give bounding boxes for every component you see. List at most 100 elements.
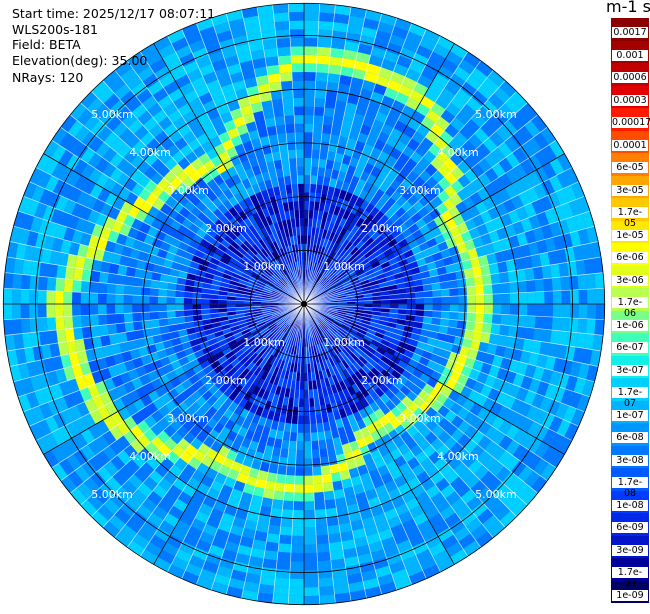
range-gate-cell (295, 124, 304, 133)
range-gate-cell (323, 482, 334, 492)
range-gate-cell (315, 509, 327, 518)
range-gate-cell (265, 542, 279, 552)
range-gate-cell (596, 288, 605, 304)
range-gate-cell (332, 31, 347, 41)
range-gate-cell (304, 570, 318, 579)
range-gate-cell (282, 501, 293, 510)
range-gate-cell (296, 458, 305, 467)
range-gate-cell (570, 304, 579, 318)
colorbar-tick-label: 3e-08 (612, 455, 648, 466)
range-gate-cell (533, 328, 543, 341)
range-gate-cell (466, 286, 475, 296)
range-gate-cell (29, 304, 38, 318)
range-gate-cell (3, 304, 12, 320)
range-gate-cell (567, 261, 577, 276)
range-gate-cell (175, 304, 184, 311)
range-gate-cell (283, 107, 294, 116)
range-gate-cell (299, 201, 304, 210)
range-gate-cell (201, 299, 210, 304)
range-gate-cell (569, 275, 579, 290)
range-gate-cell (304, 149, 312, 158)
range-gate-cell (499, 272, 509, 284)
range-ring-label: 5.00km (475, 488, 517, 501)
range-gate-cell (313, 124, 323, 133)
range-gate-cell (81, 281, 91, 293)
range-gate-cell (304, 519, 316, 528)
range-gate-cell (285, 124, 295, 133)
range-ring-label: 3.00km (167, 184, 209, 197)
range-gate-cell (38, 304, 47, 318)
range-gate-cell (90, 315, 99, 327)
range-gate-cell (519, 304, 528, 316)
range-gate-cell (279, 535, 292, 545)
range-gate-cell (280, 72, 293, 82)
range-gate-cell (124, 304, 133, 313)
range-gate-cell (296, 149, 304, 158)
range-gate-cell (544, 291, 553, 304)
colorbar-tick-label: 1e-05 (612, 230, 648, 241)
range-gate-cell (4, 319, 14, 335)
range-gate-cell (304, 201, 309, 210)
range-gate-cell (299, 398, 304, 407)
range-gate-cell (297, 433, 304, 442)
range-gate-cell (39, 331, 49, 346)
range-gate-cell (12, 304, 21, 319)
range-gate-cell (499, 325, 509, 337)
range-gate-cell (281, 518, 293, 528)
range-gate-cell (304, 175, 311, 184)
range-gate-cell (293, 510, 304, 519)
range-gate-cell (99, 325, 109, 337)
range-gate-cell (150, 288, 159, 297)
range-gate-cell (483, 313, 492, 323)
colorbar-tick-label: 6e-08 (612, 432, 648, 443)
range-gate-cell (484, 294, 493, 304)
range-gate-cell (304, 72, 316, 81)
range-gate-cell (81, 304, 90, 316)
range-gate-cell (72, 280, 82, 293)
range-gate-cell (285, 475, 295, 484)
range-gate-cell (73, 268, 83, 281)
range-gate-cell (107, 283, 116, 294)
range-gate-cell (319, 595, 335, 605)
range-gate-cell (518, 281, 528, 293)
range-ring-label: 4.00km (129, 146, 171, 159)
range-gate-cell (596, 304, 605, 320)
range-gate-cell (21, 318, 31, 333)
range-gate-cell (72, 316, 82, 329)
range-gate-cell (312, 449, 321, 458)
range-ring-label: 4.00km (437, 146, 479, 159)
range-gate-cell (158, 296, 167, 304)
colorbar-tick-label: 0.0017 (612, 27, 648, 38)
range-gate-cell (318, 560, 332, 570)
range-gate-cell (330, 48, 344, 58)
range-gate-cell (288, 449, 297, 458)
range-gate-cell (533, 266, 543, 279)
range-gate-cell (493, 304, 502, 314)
range-gate-cell (73, 327, 83, 340)
range-gate-cell (317, 543, 330, 553)
range-gate-cell (115, 284, 124, 294)
range-gate-cell (318, 21, 333, 31)
range-gate-cell (313, 132, 323, 141)
range-gate-cell (290, 29, 304, 38)
range-gate-cell (124, 295, 133, 304)
range-gate-cell (291, 55, 304, 64)
range-gate-cell (484, 304, 493, 314)
range-gate-cell (106, 304, 115, 314)
range-gate-cell (586, 274, 596, 290)
range-gate-cell (304, 433, 311, 442)
range-gate-cell (304, 510, 315, 519)
range-gate-cell (579, 304, 588, 319)
range-gate-cell (290, 561, 304, 570)
range-gate-cell (274, 21, 289, 31)
range-gate-cell (294, 493, 304, 502)
range-gate-cell (304, 3, 320, 12)
range-gate-cell (287, 141, 296, 150)
range-gate-cell (535, 279, 545, 292)
range-ring-label: 1.00km (323, 336, 365, 349)
range-gate-cell (63, 291, 72, 304)
range-gate-cell (304, 450, 312, 459)
range-gate-cell (278, 543, 291, 553)
range-gate-cell (64, 316, 74, 329)
range-gate-cell (141, 287, 150, 296)
